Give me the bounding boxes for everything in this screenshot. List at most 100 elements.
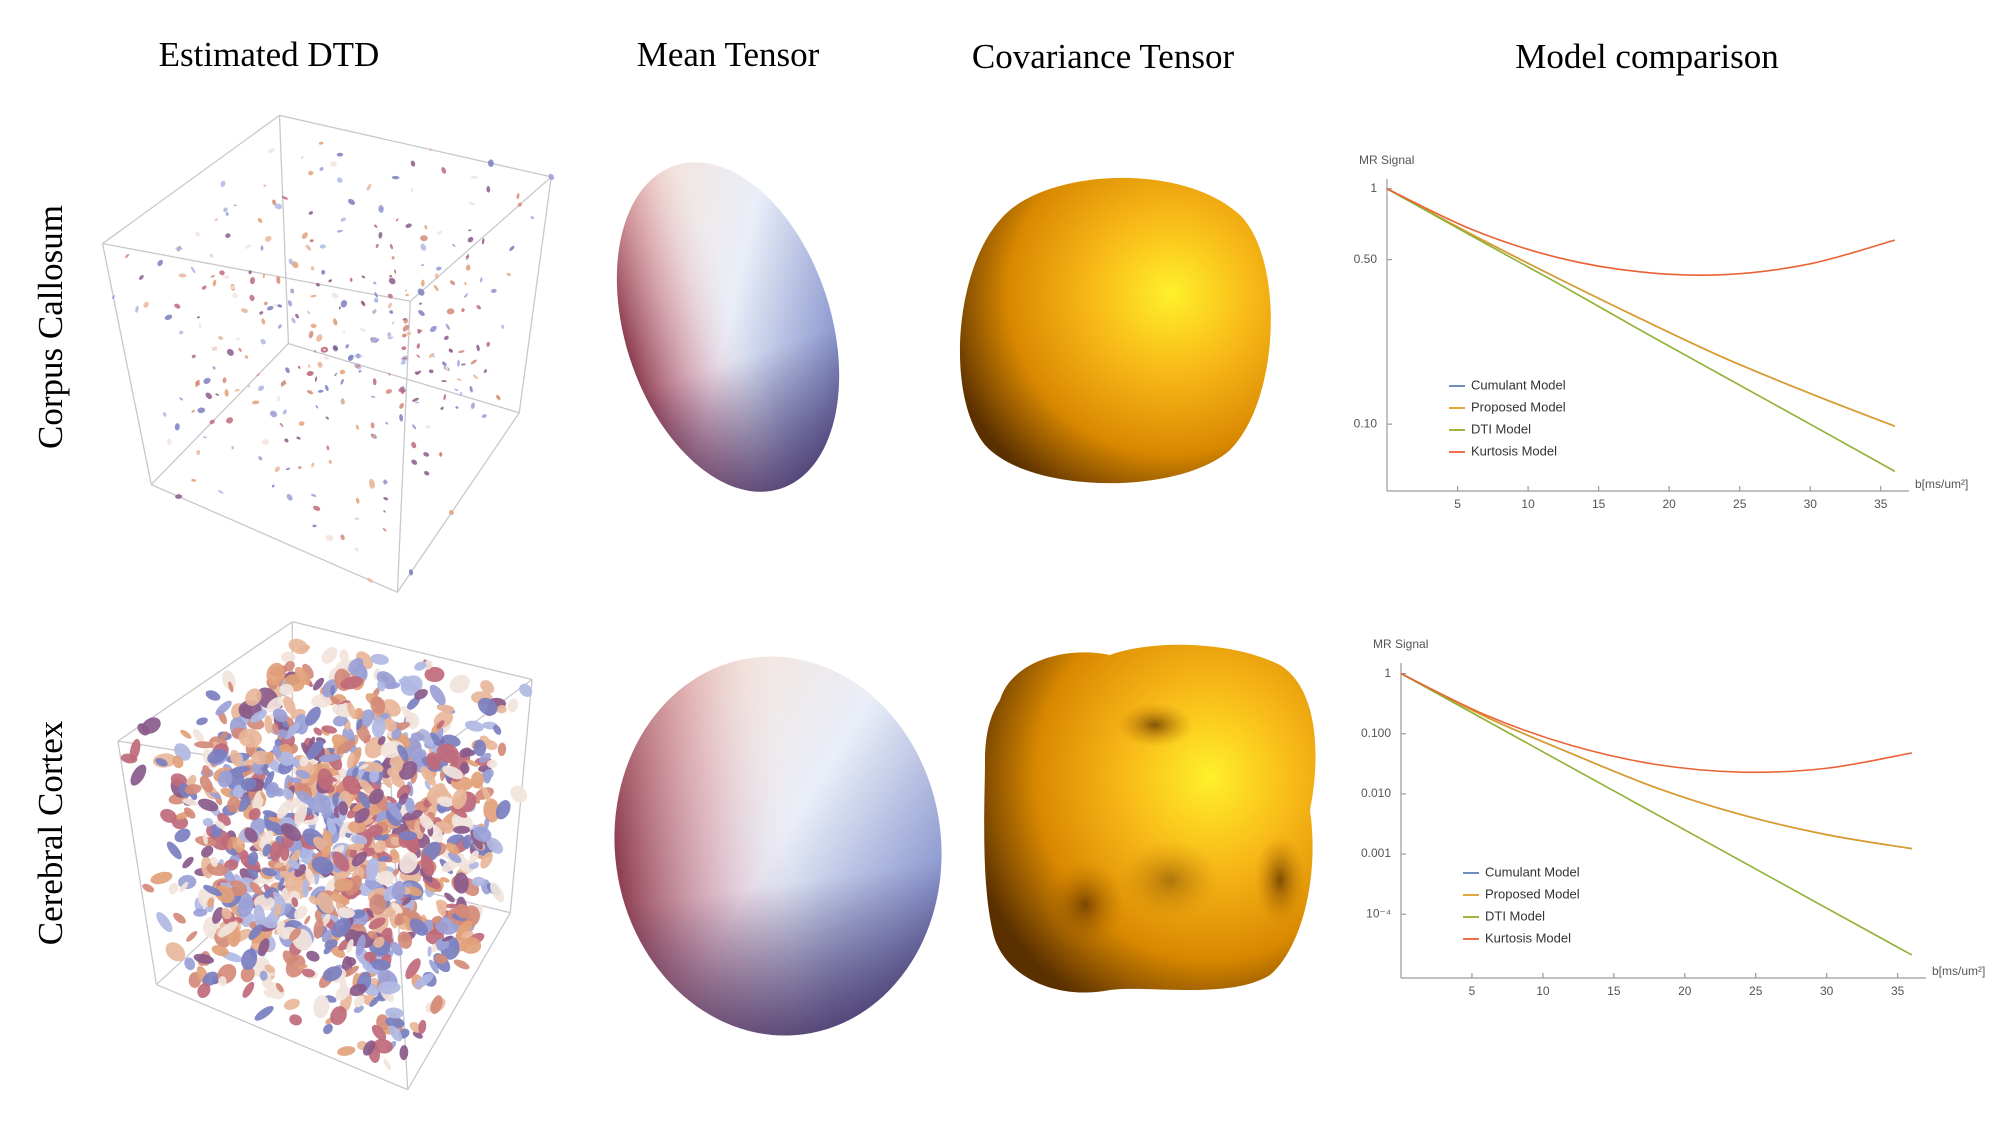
tensor-glyph bbox=[401, 675, 410, 688]
tensor-glyph bbox=[399, 414, 404, 422]
tensor-glyph bbox=[225, 212, 229, 216]
tensor-glyph bbox=[195, 379, 200, 388]
tensor-glyph bbox=[277, 729, 289, 738]
tensor-glyph bbox=[460, 762, 470, 774]
tensor-glyph bbox=[258, 385, 265, 392]
tensor-glyph bbox=[261, 766, 271, 777]
y-tick-label: 0.010 bbox=[1361, 786, 1391, 800]
tensor-glyph bbox=[355, 364, 361, 368]
tensor-glyph bbox=[378, 231, 383, 239]
tensor-glyph bbox=[197, 983, 211, 998]
tensor-glyph bbox=[286, 493, 293, 501]
tensor-glyph bbox=[301, 232, 309, 239]
tensor-glyph bbox=[340, 378, 344, 385]
tensor-glyph bbox=[441, 380, 447, 383]
tensor-glyph bbox=[359, 328, 366, 332]
tensor-glyph bbox=[340, 534, 345, 541]
tensor-glyph bbox=[477, 697, 498, 716]
tensor-glyph bbox=[331, 918, 351, 938]
tensor-glyph bbox=[203, 377, 211, 384]
tensor-glyph bbox=[393, 755, 404, 773]
tensor-glyph bbox=[274, 903, 282, 917]
tensor-glyph bbox=[220, 731, 228, 741]
tensor-glyph bbox=[390, 859, 402, 864]
tensor-glyph bbox=[481, 238, 485, 245]
tensor-glyph bbox=[139, 274, 144, 280]
tensor-glyph bbox=[259, 311, 264, 315]
legend-label: Proposed Model bbox=[1485, 886, 1580, 901]
tensor-glyph bbox=[284, 438, 289, 443]
tensor-glyph bbox=[244, 244, 252, 249]
tensor-glyph bbox=[460, 936, 482, 954]
tensor-glyph bbox=[424, 780, 431, 790]
tensor-glyph bbox=[449, 280, 456, 286]
tensor-glyph bbox=[448, 348, 454, 353]
tensor-glyph bbox=[402, 324, 410, 332]
tensor-glyph bbox=[394, 269, 397, 274]
tensor-glyph bbox=[329, 696, 341, 705]
y-tick-label: 1 bbox=[1370, 181, 1377, 195]
tensor-glyph bbox=[325, 534, 334, 542]
tensor-glyph bbox=[449, 509, 454, 516]
tensor-glyph bbox=[493, 724, 502, 735]
tensor-glyph bbox=[470, 175, 478, 179]
tensor-glyph bbox=[184, 957, 196, 971]
cube-edge bbox=[278, 115, 290, 344]
tensor-glyph bbox=[468, 201, 476, 206]
tensor-glyph bbox=[356, 718, 363, 730]
tensor-glyph bbox=[436, 266, 442, 271]
tensor-glyph bbox=[440, 877, 450, 883]
tensor-glyph bbox=[199, 775, 214, 793]
tensor-glyph bbox=[372, 378, 377, 386]
tensor-glyph bbox=[279, 683, 294, 696]
tensor-glyph bbox=[442, 935, 454, 942]
tensor-glyph bbox=[452, 243, 456, 247]
tensor-glyph bbox=[416, 329, 423, 332]
tensor-glyph bbox=[388, 277, 396, 285]
cube-edge bbox=[288, 342, 520, 414]
tensor-glyph bbox=[308, 736, 316, 749]
tensor-glyph bbox=[385, 1016, 405, 1029]
row-label: Cerebral Cortex bbox=[31, 720, 70, 945]
tensor-glyph bbox=[258, 456, 263, 461]
covariance-tensor bbox=[959, 177, 1271, 484]
tensor-glyph bbox=[317, 361, 323, 368]
cube-edge bbox=[396, 412, 520, 593]
tensor-glyph bbox=[312, 524, 317, 528]
tensor-glyph bbox=[373, 936, 385, 948]
cube-edge bbox=[407, 912, 511, 1091]
tensor-glyph bbox=[354, 807, 370, 824]
tensor-glyph bbox=[401, 346, 407, 351]
tensor-glyph bbox=[247, 384, 251, 388]
tensor-glyph bbox=[391, 256, 395, 260]
tensor-glyph bbox=[444, 366, 449, 371]
tensor-glyph bbox=[302, 879, 310, 898]
tensor-glyph bbox=[217, 770, 233, 788]
tensor-glyph bbox=[210, 856, 219, 867]
tensor-glyph bbox=[259, 970, 268, 981]
tensor-glyph bbox=[506, 272, 512, 277]
tensor-glyph bbox=[402, 333, 407, 338]
tensor-glyph bbox=[449, 674, 470, 694]
tensor-glyph bbox=[222, 377, 227, 384]
tensor-glyph bbox=[232, 292, 238, 299]
tensor-glyph bbox=[358, 791, 371, 809]
tensor-glyph bbox=[307, 310, 310, 315]
tensor-glyph bbox=[353, 995, 365, 1008]
tensor-glyph bbox=[405, 293, 409, 297]
tensor-glyph bbox=[340, 676, 364, 690]
tensor-glyph bbox=[398, 761, 418, 780]
x-tick-label: 15 bbox=[1592, 497, 1606, 511]
chart: 5 10 15 20 25 30 35 1 0.100 0.010 0.001 10⁻⁴ MR Sign… bbox=[1361, 637, 1985, 998]
tensor-glyph bbox=[328, 891, 350, 905]
tensor-glyph bbox=[378, 205, 384, 213]
tensor-glyph bbox=[283, 998, 300, 1010]
tensor-glyph bbox=[472, 826, 492, 842]
tensor-glyph bbox=[318, 141, 324, 145]
tensor-glyph bbox=[298, 365, 301, 369]
tensor-glyph bbox=[328, 279, 332, 283]
tensor-glyph bbox=[172, 755, 184, 769]
tensor-glyph bbox=[288, 859, 300, 870]
tensor-glyph bbox=[324, 384, 329, 392]
tensor-glyph bbox=[436, 796, 454, 807]
